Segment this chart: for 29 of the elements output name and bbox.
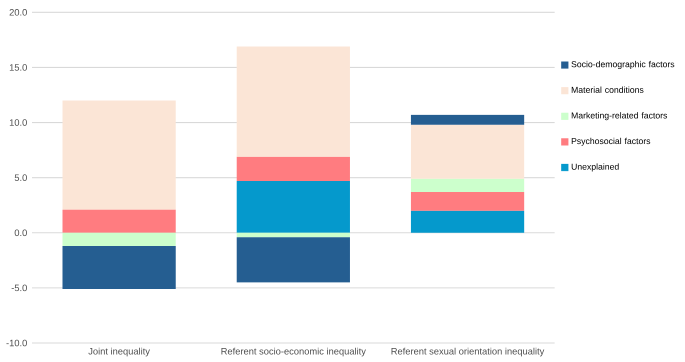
y-tick-label: 20.0 <box>10 9 27 16</box>
y-tick-label: 10.0 <box>10 119 27 126</box>
bar <box>410 192 524 211</box>
legend-label: Psychosocial factors <box>572 138 650 146</box>
legend-label: Unexplained <box>572 163 619 172</box>
x-tick-label: Referent sexual orientation inequality <box>392 348 544 356</box>
bar <box>410 178 524 192</box>
y-tick-label: 0.0 <box>14 229 27 236</box>
legend-label: Socio-demographic factors <box>571 60 674 70</box>
bar <box>410 114 524 125</box>
bar <box>410 210 524 233</box>
bar <box>236 180 350 233</box>
y-tick-label: 15.0 <box>10 64 27 71</box>
bar <box>62 246 176 289</box>
bar <box>410 124 524 179</box>
bar <box>236 232 350 238</box>
bar <box>62 100 176 210</box>
y-tick-label: -5.0 <box>12 284 27 292</box>
legend-label: Marketing-related factors <box>572 112 668 120</box>
y-tick-label: -10.0 <box>6 340 27 346</box>
x-tick-label: Referent socio-economic inequality <box>221 348 366 356</box>
y-tick-label: 5.0 <box>14 174 27 181</box>
bar <box>236 156 350 181</box>
bar <box>236 46 350 157</box>
bar <box>236 237 350 282</box>
legend-label: Material conditions <box>572 86 644 93</box>
bar <box>62 210 176 233</box>
bar <box>62 232 176 246</box>
x-tick-label: Joint inequality <box>88 348 150 356</box>
